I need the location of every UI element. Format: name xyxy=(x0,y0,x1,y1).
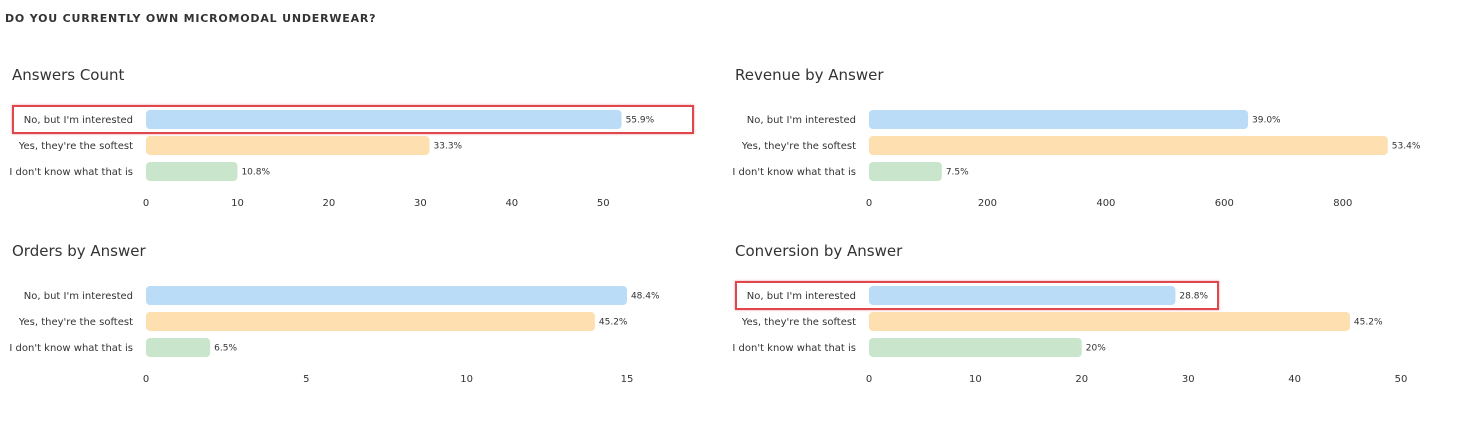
tick-label: 40 xyxy=(505,198,518,209)
tick-label: 400 xyxy=(1096,198,1115,209)
bar xyxy=(869,338,1082,357)
highlight-box xyxy=(12,105,694,134)
bar xyxy=(869,110,1249,129)
survey-question: DO YOU CURRENTLY OWN MICROMODAL UNDERWEA… xyxy=(5,12,377,25)
value-label: 55.9% xyxy=(626,116,655,126)
value-label: 7.5% xyxy=(946,168,969,178)
tick-label: 30 xyxy=(1182,374,1195,385)
chart-title: Revenue by Answer xyxy=(735,66,884,84)
value-label: 20% xyxy=(1086,344,1106,354)
value-label: 6.5% xyxy=(214,344,237,354)
bar xyxy=(869,162,942,181)
chart-title: Orders by Answer xyxy=(12,242,146,260)
bar xyxy=(146,312,595,331)
value-label: 33.3% xyxy=(434,142,463,152)
bar xyxy=(146,136,430,155)
bar xyxy=(146,286,627,305)
conversion-by-answer-chart: No, but I'm interested 28.8% Yes, they're … xyxy=(732,286,1408,385)
category-label: Yes, they're the softest xyxy=(18,317,133,328)
tick-label: 50 xyxy=(597,198,610,209)
tick-label: 800 xyxy=(1333,198,1352,209)
category-label: No, but I'm interested xyxy=(24,291,133,302)
value-label: 28.8% xyxy=(1179,292,1208,302)
category-label: Yes, they're the softest xyxy=(18,141,133,152)
orders-by-answer-panel: Orders by Answer No, but I'm interested 4… xyxy=(9,242,732,418)
tick-label: 15 xyxy=(621,374,634,385)
tick-label: 10 xyxy=(460,374,473,385)
category-label: I don't know what that is xyxy=(732,167,856,178)
value-label: 45.2% xyxy=(599,318,628,328)
orders-by-answer-chart: No, but I'm interested 48.4% Yes, they're … xyxy=(9,286,660,385)
tick-label: 10 xyxy=(231,198,244,209)
value-label: 39.0% xyxy=(1252,116,1281,126)
answers-count-chart: No, but I'm interested 55.9% Yes, they're … xyxy=(9,110,655,209)
revenue-by-answer-panel: Revenue by Answer No, but I'm interested… xyxy=(732,66,1455,242)
category-label: No, but I'm interested xyxy=(747,115,856,126)
answers-count-panel: Answers Count No, but I'm interested 55.9… xyxy=(9,66,732,242)
conversion-by-answer-panel: Conversion by Answer No, but I'm interes… xyxy=(732,242,1455,418)
bar xyxy=(869,312,1350,331)
highlight-box xyxy=(735,281,1219,310)
tick-label: 0 xyxy=(866,198,872,209)
tick-label: 50 xyxy=(1395,374,1408,385)
bar xyxy=(146,162,238,181)
category-label: No, but I'm interested xyxy=(24,115,133,126)
tick-label: 200 xyxy=(978,198,997,209)
value-label: 53.4% xyxy=(1392,142,1421,152)
tick-label: 20 xyxy=(1075,374,1088,385)
chart-title: Answers Count xyxy=(12,66,125,84)
value-label: 45.2% xyxy=(1354,318,1383,328)
tick-label: 0 xyxy=(866,374,872,385)
tick-label: 40 xyxy=(1288,374,1301,385)
bar xyxy=(146,110,622,129)
bar xyxy=(146,338,211,357)
tick-label: 600 xyxy=(1215,198,1234,209)
chart-title: Conversion by Answer xyxy=(735,242,903,260)
category-label: Yes, they're the softest xyxy=(741,141,856,152)
category-label: Yes, they're the softest xyxy=(741,317,856,328)
tick-label: 0 xyxy=(143,198,149,209)
tick-label: 20 xyxy=(323,198,336,209)
bar xyxy=(869,286,1176,305)
category-label: No, but I'm interested xyxy=(747,291,856,302)
tick-label: 5 xyxy=(303,374,309,385)
category-label: I don't know what that is xyxy=(9,167,133,178)
category-label: I don't know what that is xyxy=(9,343,133,354)
value-label: 10.8% xyxy=(241,168,270,178)
category-label: I don't know what that is xyxy=(732,343,856,354)
value-label: 48.4% xyxy=(631,292,660,302)
tick-label: 30 xyxy=(414,198,427,209)
tick-label: 0 xyxy=(143,374,149,385)
bar xyxy=(869,136,1388,155)
tick-label: 10 xyxy=(969,374,982,385)
revenue-by-answer-chart: No, but I'm interested 39.0% Yes, they're … xyxy=(732,110,1421,209)
